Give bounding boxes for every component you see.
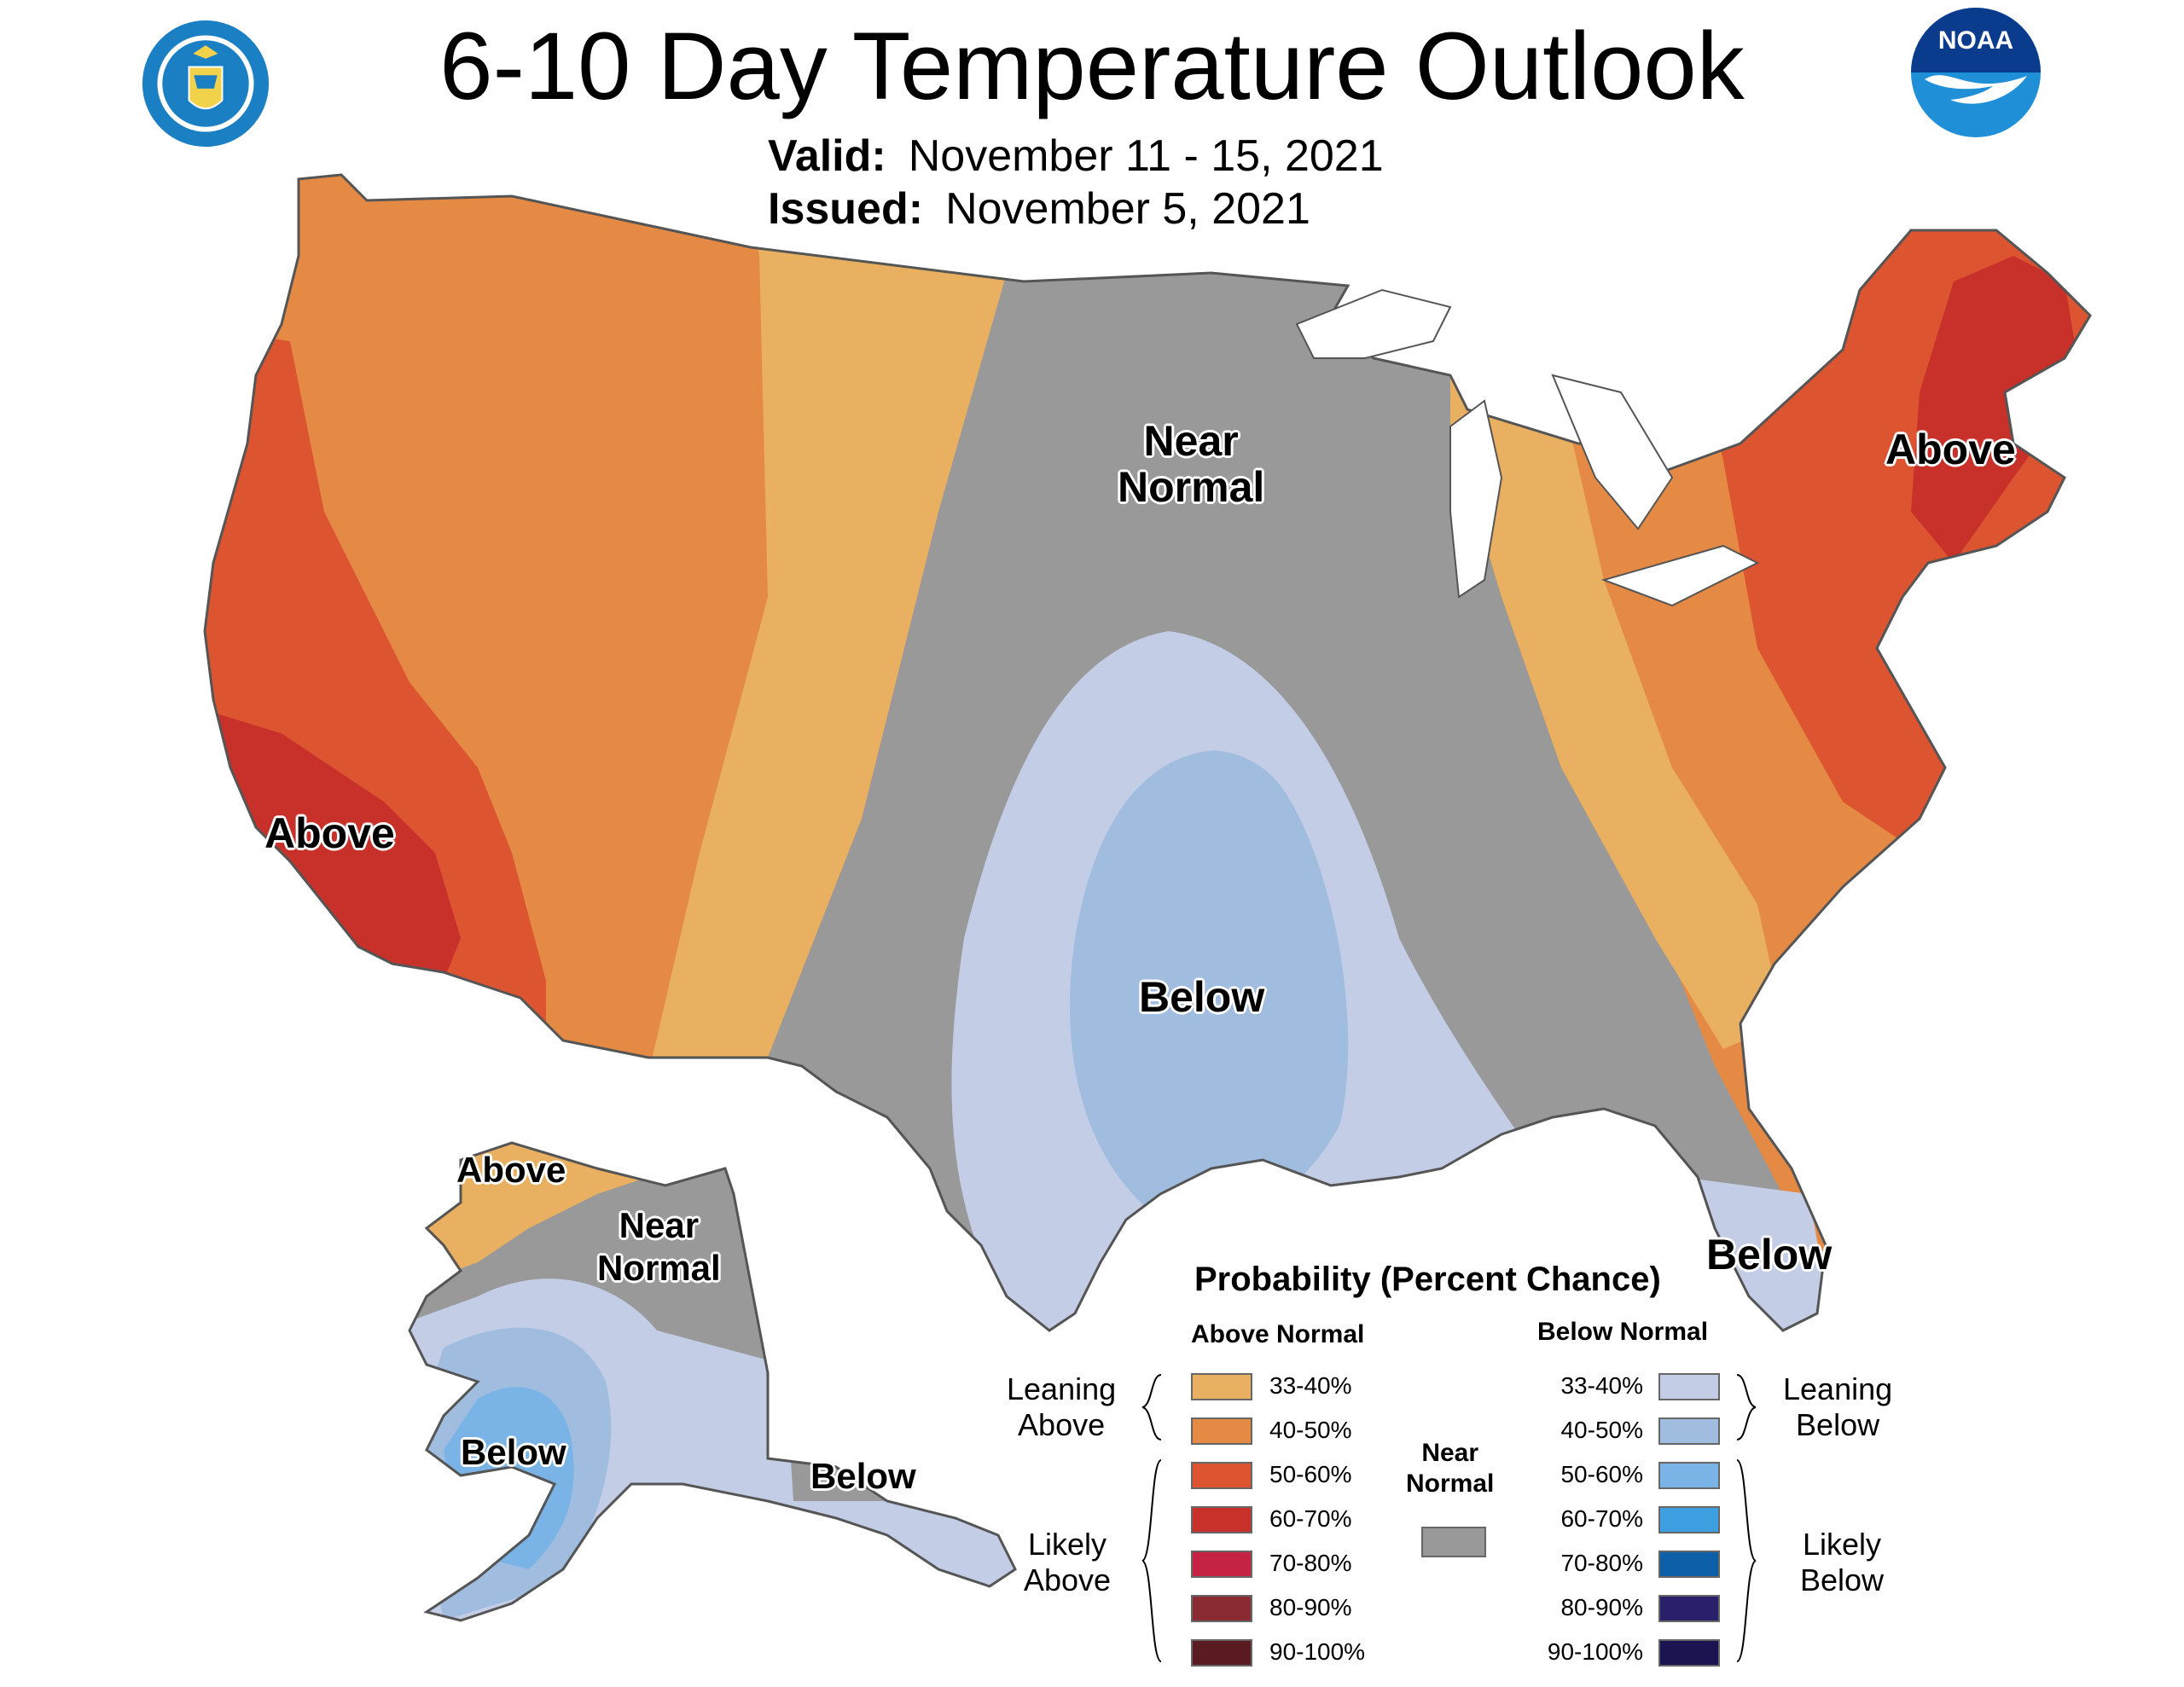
commerce-seal-logo	[142, 20, 270, 148]
legend-side-line: Above	[1024, 1562, 1112, 1597]
legend-below-swatch	[1658, 1373, 1720, 1400]
legend-brace-likely-above	[1141, 1459, 1162, 1662]
legend-side-line: Leaning	[1007, 1371, 1117, 1406]
region-label-line: Normal	[597, 1248, 721, 1288]
legend-below-swatch	[1658, 1551, 1720, 1578]
region-label-florida-below: Below	[1706, 1231, 1833, 1278]
page-title: 6-10 Day Temperature Outlook	[439, 13, 1745, 119]
legend-near-line: Normal	[1406, 1470, 1495, 1498]
legend-below-range-label: 60-70%	[1560, 1505, 1643, 1532]
legend-above-range-label: 90-100%	[1269, 1638, 1366, 1665]
legend-below-range-label: 80-90%	[1560, 1594, 1643, 1620]
region-label-line: Near	[1143, 417, 1239, 465]
legend-near-normal-label: Near Normal	[1406, 1438, 1494, 1499]
legend-above-swatch	[1191, 1551, 1252, 1578]
legend-above-swatch	[1191, 1462, 1252, 1489]
legend-below-swatch	[1658, 1639, 1720, 1667]
region-label-alaska-above: Above	[456, 1150, 566, 1190]
legend-above-range-label: 40-50%	[1269, 1417, 1352, 1443]
legend-title: Probability (Percent Chance)	[1194, 1261, 1661, 1298]
legend-brace-likely-below	[1736, 1459, 1757, 1662]
region-label-line: Near	[619, 1205, 700, 1245]
legend-near-normal-swatch	[1421, 1527, 1486, 1557]
legend-leaning-above: Leaning Above	[1007, 1371, 1116, 1443]
region-label-alaska-below-west: Below	[461, 1432, 566, 1472]
legend-side-line: Below	[1800, 1562, 1885, 1597]
region-label-line: Normal	[1118, 463, 1265, 511]
region-label-alaska-below-southeast: Below	[810, 1456, 916, 1496]
legend-side-line: Likely	[1028, 1527, 1107, 1562]
legend-below-swatch	[1658, 1462, 1720, 1489]
legend-above-swatch	[1191, 1417, 1252, 1445]
region-label-south-below: Below	[1139, 973, 1265, 1021]
legend-below-swatch	[1658, 1417, 1720, 1445]
legend-below-swatch	[1658, 1506, 1720, 1533]
legend-above-swatch	[1191, 1506, 1252, 1533]
valid-dates: November 11 - 15, 2021	[908, 131, 1384, 181]
region-label-northeast-above: Above	[1885, 426, 2016, 473]
legend-below-range-label: 50-60%	[1560, 1461, 1643, 1487]
legend-above-range-label: 50-60%	[1269, 1461, 1352, 1487]
date-info: Valid: November 11 - 15, 2021 Issued: Nove…	[768, 130, 1384, 235]
noaa-logo: NOAA	[1911, 8, 2041, 137]
legend-likely-above: Likely Above	[1024, 1527, 1111, 1598]
legend-above-range-label: 33-40%	[1269, 1372, 1352, 1399]
legend-below-header: Below Normal	[1537, 1318, 1709, 1346]
legend-above-range-label: 80-90%	[1269, 1594, 1352, 1620]
legend-below-range-label: 33-40%	[1560, 1372, 1643, 1399]
legend-below-range-label: 70-80%	[1560, 1550, 1643, 1576]
noaa-wordmark: NOAA	[1938, 26, 2013, 55]
legend-above-range-label: 60-70%	[1269, 1505, 1352, 1532]
legend-brace-leaning-below	[1736, 1374, 1757, 1441]
legend-below-range-label: 90-100%	[1547, 1638, 1643, 1665]
legend-likely-below: Likely Below	[1800, 1527, 1884, 1598]
legend-above-swatch	[1191, 1373, 1252, 1400]
valid-label: Valid:	[768, 131, 886, 181]
legend-brace-leaning-above	[1141, 1374, 1162, 1441]
legend-leaning-below: Leaning Below	[1783, 1371, 1892, 1443]
region-label-west-above: Above	[264, 809, 395, 857]
legend-side-line: Below	[1796, 1407, 1880, 1442]
legend-near-line: Near	[1421, 1439, 1479, 1467]
legend-above-swatch	[1191, 1595, 1252, 1622]
legend-above-range-label: 70-80%	[1269, 1550, 1352, 1576]
legend-side-line: Likely	[1803, 1527, 1882, 1562]
region-label-central-near-normal: Near Normal	[1118, 418, 1264, 510]
issued-date: November 5, 2021	[945, 184, 1310, 234]
legend-side-line: Above	[1018, 1407, 1106, 1442]
legend-above-header: Above Normal	[1191, 1320, 1365, 1348]
legend-above-swatch	[1191, 1639, 1252, 1667]
legend-side-line: Leaning	[1783, 1371, 1893, 1406]
legend-below-swatch	[1658, 1595, 1720, 1622]
region-label-alaska-near-normal: Near Normal	[597, 1204, 721, 1290]
issued-label: Issued:	[768, 184, 924, 234]
legend-below-range-label: 40-50%	[1560, 1417, 1643, 1443]
